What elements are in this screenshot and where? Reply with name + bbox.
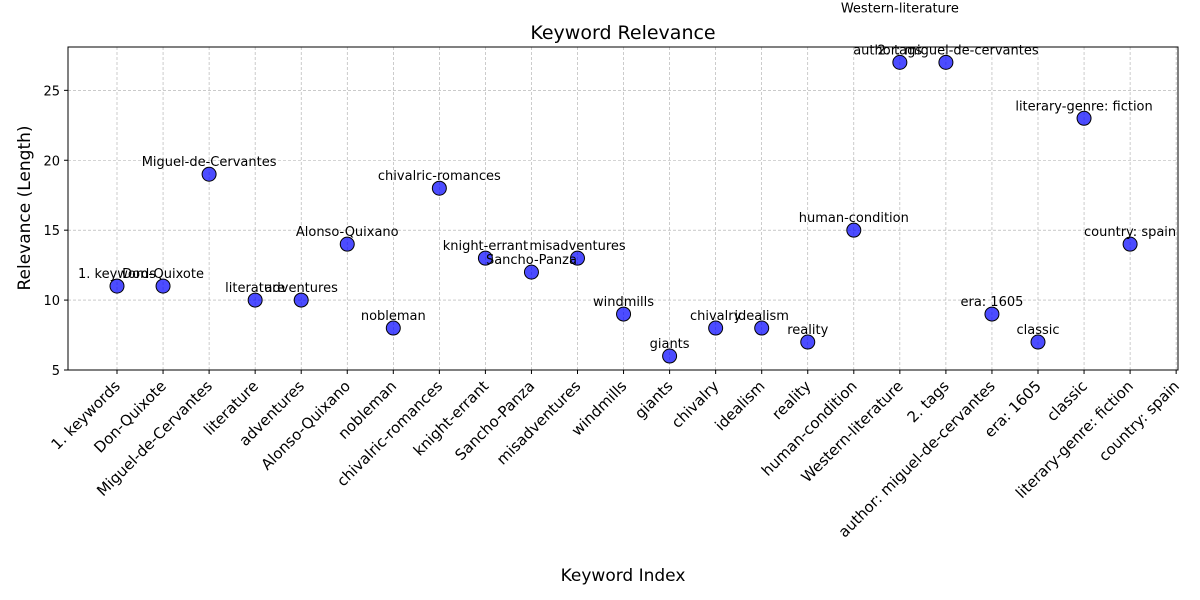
data-point: [155, 278, 171, 294]
data-point: [570, 250, 585, 266]
data-point: [754, 320, 770, 336]
data-point: [662, 348, 678, 364]
y-tick-label: 20: [43, 154, 60, 169]
data-point-label: misadventures: [529, 239, 626, 254]
data-point-label: chivalric-romances: [378, 169, 501, 184]
y-tick-label: 25: [43, 84, 60, 99]
data-point-label: chivalry: [690, 309, 742, 324]
data-point-label: Western-literature: [841, 1, 959, 16]
x-axis-label: Keyword Index: [561, 566, 686, 586]
y-axis-label: Relevance (Length): [15, 125, 35, 290]
grid: [68, 47, 1178, 371]
data-point: [201, 166, 217, 182]
y-tick-label: 10: [43, 294, 60, 309]
chart-title: Keyword Relevance: [530, 22, 715, 44]
data-point: [339, 236, 355, 252]
data-point-label: literary-genre: fiction: [1015, 99, 1152, 114]
data-point-label: Alonso-Quixano: [296, 225, 399, 240]
data-point-label: windmills: [593, 295, 654, 310]
data-point: [800, 334, 816, 350]
data-point: [938, 54, 954, 70]
data-point: [109, 278, 125, 294]
y-tick-label: 5: [52, 364, 60, 379]
data-points: [109, 54, 1138, 364]
data-point-label: era: 1605: [960, 295, 1023, 310]
data-point-label: reality: [787, 323, 828, 338]
plot-frame: [67, 46, 1179, 371]
data-point-label: knight-errant: [443, 239, 528, 254]
data-point: [477, 250, 493, 266]
data-point: [385, 320, 401, 336]
data-point: [247, 292, 263, 308]
data-point-label: giants: [650, 337, 690, 352]
data-point-label: 1. keywords: [78, 267, 156, 282]
data-point-label: Miguel-de-Cervantes: [142, 155, 277, 170]
y-tick-label: 15: [43, 224, 60, 239]
data-point: [846, 222, 862, 238]
data-point: [1076, 110, 1092, 126]
data-point: [1030, 334, 1046, 350]
data-point-label: human-condition: [799, 211, 909, 226]
data-point-label: idealism: [734, 309, 789, 324]
data-point-label: adventures: [265, 281, 339, 296]
data-point-label: literature: [225, 281, 285, 296]
data-point: [293, 292, 309, 308]
data-point-label: classic: [1016, 323, 1059, 338]
data-point: [708, 320, 724, 336]
data-point-label: Sancho-Panza: [486, 253, 577, 268]
data-point: [616, 306, 632, 322]
data-point: [523, 264, 539, 280]
data-point: [984, 306, 1000, 322]
data-point: [431, 180, 447, 196]
data-point-label: author: miguel-de-cervantes: [853, 43, 1039, 58]
data-point-label: nobleman: [361, 309, 426, 324]
data-point: [892, 54, 908, 70]
data-point-label: Don-Quixote: [122, 267, 204, 282]
data-point: [1122, 236, 1138, 252]
data-point-label: country: spain: [1084, 225, 1176, 240]
